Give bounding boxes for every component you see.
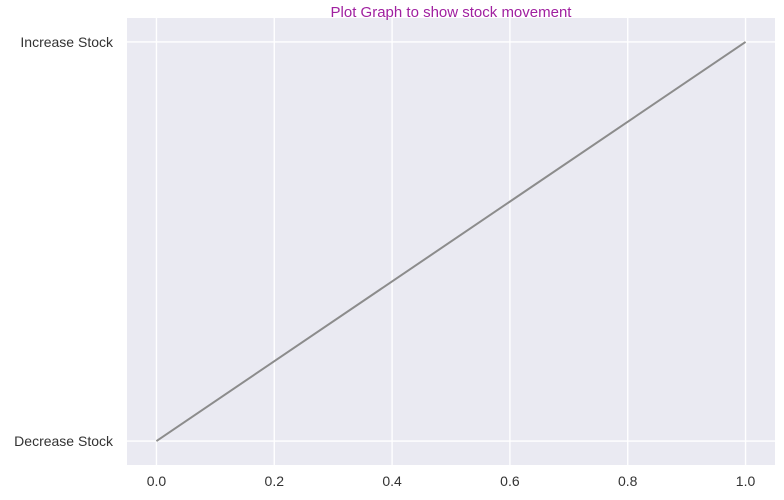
stock-movement-line	[155, 41, 747, 442]
x-tick-label: 0.0	[147, 473, 167, 489]
x-tick-label: 0.2	[265, 473, 285, 489]
chart-title: Plot Graph to show stock movement	[331, 4, 573, 21]
grid-lines	[127, 18, 775, 465]
y-tick-label: Increase Stock	[20, 34, 114, 50]
y-tick-label: Decrease Stock	[14, 433, 114, 449]
x-tick-label: 1.0	[736, 473, 756, 489]
series-layer	[155, 41, 747, 442]
tick-labels: 0.0 0.2 0.4 0.6 0.8 1.0 Decrease Stock Increase…	[14, 34, 755, 489]
x-tick-label: 0.4	[382, 473, 402, 489]
x-tick-label: 0.8	[618, 473, 638, 489]
x-tick-label: 0.6	[500, 473, 520, 489]
